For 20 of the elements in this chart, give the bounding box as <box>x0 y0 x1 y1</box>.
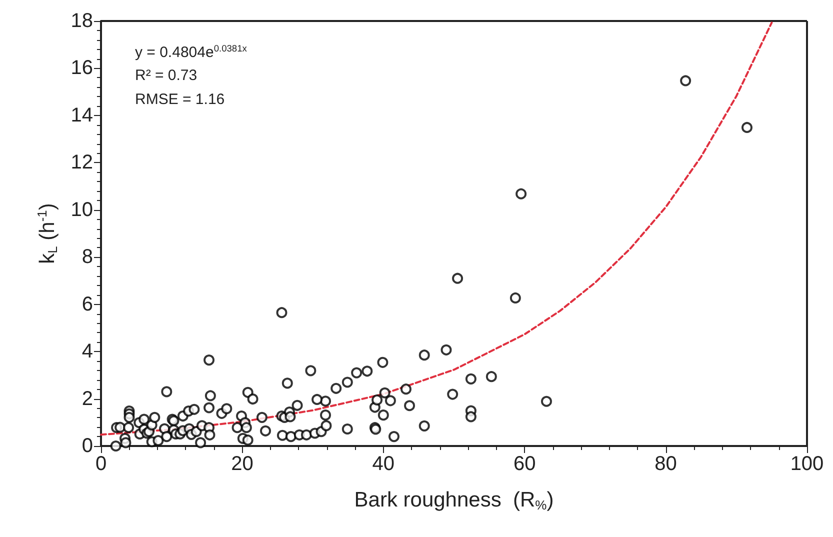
y-tick-label: 0 <box>82 435 93 457</box>
x-tick-label: 0 <box>95 453 107 475</box>
annotation: RMSE = 1.16 <box>135 91 225 108</box>
y-tick-label: 2 <box>82 388 93 410</box>
y-tick-label: 6 <box>82 293 93 316</box>
x-tick-label: 80 <box>654 453 677 475</box>
annotation: R² = 0.73 <box>135 67 198 84</box>
y-tick-label: 12 <box>70 152 93 174</box>
y-axis-title: kL (h-1) <box>34 203 60 264</box>
x-axis-title: Bark roughness (R%) <box>354 488 554 512</box>
y-tick-label: 4 <box>82 340 93 363</box>
y-tick-label: 10 <box>70 198 93 221</box>
y-tick-label: 14 <box>70 104 93 126</box>
x-tick-label: 60 <box>513 453 536 475</box>
y-tick-label: 18 <box>70 10 93 32</box>
x-tick-label: 40 <box>372 453 395 475</box>
x-tick-label: 100 <box>790 453 824 475</box>
y-tick-label: 8 <box>82 246 93 268</box>
x-tick-label: 20 <box>231 453 254 475</box>
y-tick-label: 16 <box>70 57 93 80</box>
